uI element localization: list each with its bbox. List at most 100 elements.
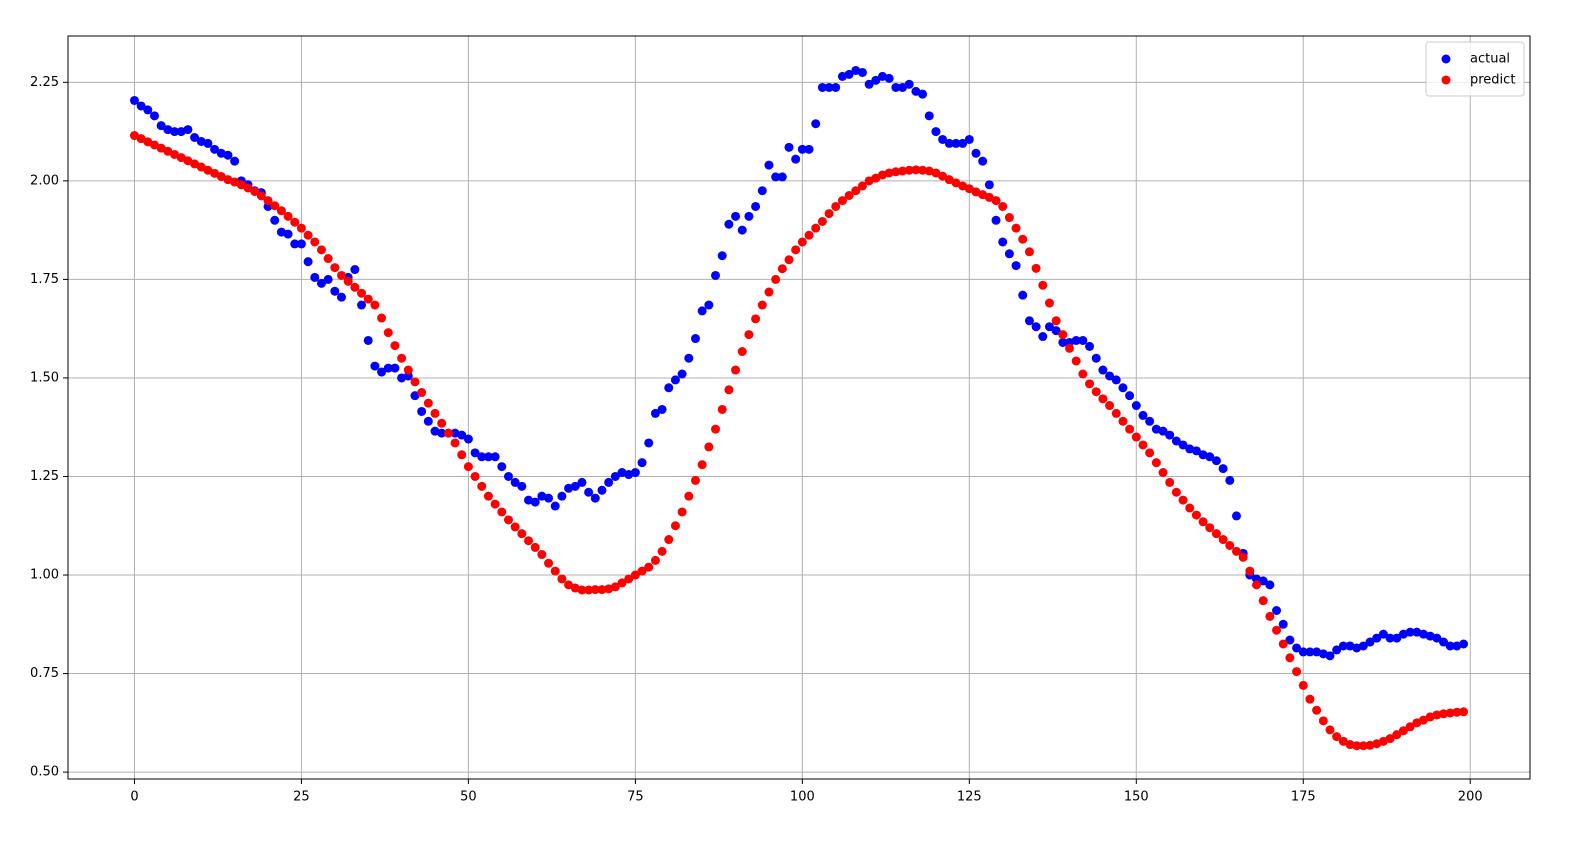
point [397, 353, 407, 363]
point [1325, 651, 1335, 661]
point [1305, 647, 1315, 657]
point [918, 165, 928, 175]
point [483, 452, 493, 462]
point [303, 230, 313, 240]
point [1272, 605, 1282, 615]
point [1245, 566, 1255, 576]
point [711, 424, 721, 434]
point [1265, 611, 1275, 621]
point [350, 282, 360, 292]
point [477, 481, 487, 491]
point [503, 515, 513, 525]
point [443, 428, 453, 438]
point [1058, 330, 1068, 340]
point [537, 550, 547, 560]
point [1198, 517, 1208, 527]
point [1178, 440, 1188, 450]
point [650, 408, 660, 418]
point [1185, 503, 1195, 513]
point [711, 270, 721, 280]
point [370, 361, 380, 371]
point [777, 264, 787, 274]
point [844, 69, 854, 79]
point [1125, 424, 1135, 434]
point [1285, 635, 1295, 645]
point [390, 341, 400, 351]
point [931, 168, 941, 178]
point [510, 522, 520, 532]
point [677, 507, 687, 517]
point [470, 471, 480, 481]
point [704, 300, 714, 310]
point [1071, 356, 1081, 366]
point [964, 134, 974, 144]
point [1405, 722, 1415, 732]
point [1345, 740, 1355, 750]
point [857, 67, 867, 77]
point [1385, 734, 1395, 744]
legend-marker [1441, 75, 1451, 85]
point [958, 138, 968, 148]
point [423, 416, 433, 426]
point [644, 562, 654, 572]
point [283, 211, 293, 221]
point [270, 215, 280, 225]
point [1131, 401, 1141, 411]
point [564, 580, 574, 590]
point [670, 375, 680, 385]
point [1312, 705, 1322, 715]
point [1038, 332, 1048, 342]
point [1278, 639, 1288, 649]
point [791, 154, 801, 164]
point [1111, 408, 1121, 418]
point [884, 73, 894, 83]
point [1332, 645, 1342, 655]
point [550, 566, 560, 576]
point [1392, 633, 1402, 643]
point [1418, 715, 1428, 725]
x-tick-label: 75 [627, 790, 644, 805]
legend-label: actual [1470, 52, 1510, 67]
point [630, 570, 640, 580]
point [797, 144, 807, 154]
point [731, 211, 741, 221]
point [697, 460, 707, 470]
point [343, 276, 353, 286]
point [363, 335, 373, 345]
point [517, 481, 527, 491]
point [891, 167, 901, 177]
point [944, 175, 954, 185]
point [430, 408, 440, 418]
point [183, 125, 193, 135]
point [1365, 637, 1375, 647]
point [1272, 625, 1282, 635]
point [751, 314, 761, 324]
point [316, 278, 326, 288]
point [1445, 708, 1455, 718]
point [1358, 641, 1368, 651]
point [811, 223, 821, 233]
point [377, 313, 387, 323]
point [637, 566, 647, 576]
point [1031, 322, 1041, 332]
point [183, 156, 193, 166]
y-tick-label: 0.50 [30, 765, 59, 780]
point [1125, 391, 1135, 401]
point [764, 160, 774, 170]
point [330, 286, 340, 296]
point [971, 148, 981, 158]
legend: actual predict [1425, 41, 1525, 97]
point [1459, 707, 1469, 717]
point [918, 89, 928, 99]
point [457, 430, 467, 440]
point [624, 574, 634, 584]
point [884, 168, 894, 178]
point [417, 388, 427, 398]
point [1064, 343, 1074, 353]
point [1385, 633, 1395, 643]
y-tick-label: 2.00 [30, 173, 59, 188]
point [544, 558, 554, 568]
point [1098, 365, 1108, 375]
point [410, 391, 420, 401]
point [1091, 387, 1101, 397]
